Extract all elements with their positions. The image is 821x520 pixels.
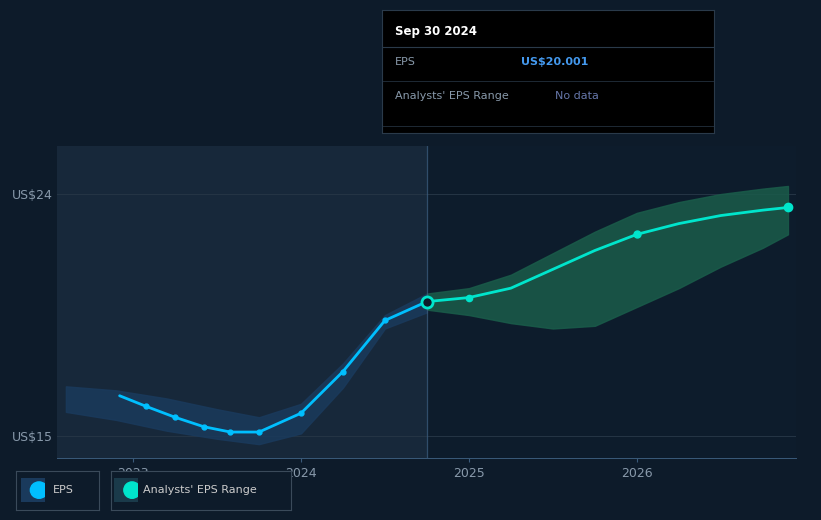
Text: EPS: EPS (53, 485, 74, 495)
Text: US$20.001: US$20.001 (521, 57, 589, 67)
Text: Analysts' EPS Range: Analysts' EPS Range (395, 91, 509, 101)
Bar (427, 146, 796, 458)
Text: EPS: EPS (395, 57, 416, 67)
Text: Sep 30 2024: Sep 30 2024 (395, 25, 477, 38)
Text: No data: No data (555, 91, 599, 101)
Bar (57, 146, 427, 458)
Text: Analysts' EPS Range: Analysts' EPS Range (144, 485, 257, 495)
Text: Actual: Actual (386, 120, 424, 133)
Text: Analysts Forecasts: Analysts Forecasts (433, 120, 543, 133)
